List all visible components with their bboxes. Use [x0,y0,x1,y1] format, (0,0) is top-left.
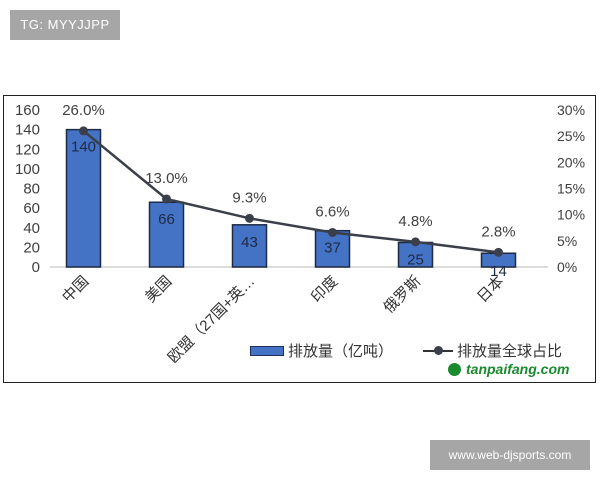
line-value-label: 26.0% [62,102,105,119]
line-value-label: 6.6% [315,203,349,220]
bar-value-label: 140 [71,139,96,156]
x-tick-label: 印度 [308,273,341,306]
left-axis: 0 20 40 60 80 100 120 140 160 [15,102,40,276]
site-logo-icon [448,362,461,376]
left-tick-label: 40 [23,220,40,237]
left-tick-label: 80 [23,181,40,198]
site-watermark: tanpaifang.com [448,361,569,377]
bar-value-label: 14 [490,263,507,280]
bar-value-label: 66 [158,211,175,228]
left-tick-label: 140 [15,122,40,139]
x-tick-label: 美国 [142,273,175,306]
right-tick-label: 25% [557,128,585,144]
x-tick-label: 欧盟（27国+英… [164,272,258,366]
right-tick-label: 0% [557,259,577,275]
left-tick-label: 20 [23,239,40,256]
line-point [411,237,420,247]
left-tick-label: 100 [15,161,40,178]
share-line [82,129,499,254]
line-value-label: 2.8% [481,223,515,240]
line-value-label: 13.0% [145,170,188,187]
right-tick-label: 10% [557,207,585,223]
right-tick-label: 30% [557,102,585,118]
left-tick-label: 0 [32,259,40,276]
right-tick-label: 15% [557,181,585,197]
watermark-text: tanpaifang.com [466,361,570,377]
line-point [162,194,171,204]
line-value-label: 4.8% [398,213,432,230]
bar-series: 140 66 43 37 25 14 [65,128,517,280]
x-tick-label: 俄罗斯 [380,273,424,317]
left-tick-label: 160 [15,102,40,119]
legend-bar-swatch [250,345,284,356]
bar-value-label: 37 [324,240,341,257]
legend-bar-label: 排放量（亿吨） [288,343,394,360]
chart-frame [3,95,596,383]
bar-value-label: 43 [241,234,258,251]
right-tick-label: 20% [557,154,585,170]
bar-value-label: 25 [407,251,424,268]
legend-line-swatch [423,345,454,355]
line-point [245,213,254,223]
line-point [328,227,337,237]
bar [397,241,434,268]
line-point [79,126,88,136]
bottom-watermark-tag: www.web-djsports.com [430,440,590,470]
top-watermark-tag: TG: MYYJJPP [10,10,120,40]
line-value-label: 9.3% [232,189,266,206]
right-axis: 0% 5% 10% 15% 20% 25% 30% [557,102,585,275]
right-tick-label: 5% [557,233,577,249]
bar [231,224,268,268]
left-tick-label: 60 [23,200,40,217]
legend-line-label: 排放量全球占比 [457,343,563,360]
line-series: 26.0% 13.0% 9.3% 6.6% 4.8% 2.8% [62,102,516,257]
x-tick-label: 中国 [59,273,92,306]
line-point [494,247,503,257]
chart-legend: 排放量（亿吨） 排放量全球占比 [250,340,562,361]
left-tick-label: 120 [15,141,40,158]
